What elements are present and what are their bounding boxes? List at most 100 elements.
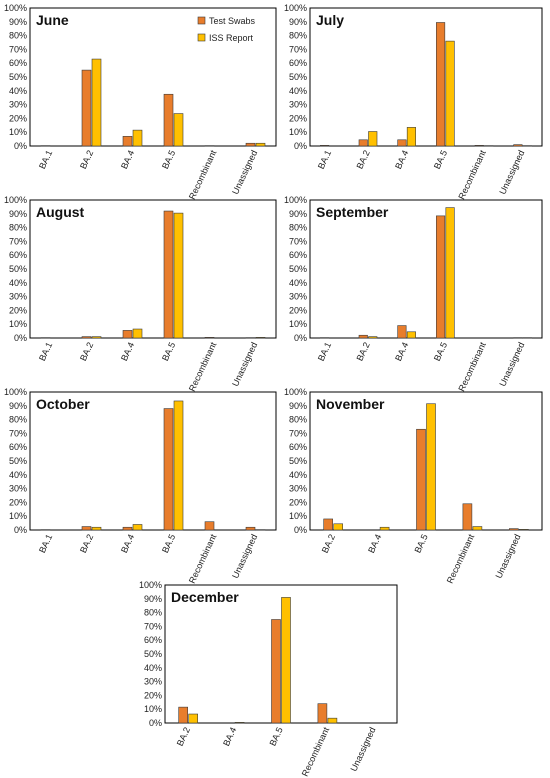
- y-tick-label: 70%: [144, 621, 162, 631]
- x-category-label: Recombinant: [445, 532, 477, 585]
- x-category-label: BA.5: [413, 533, 430, 555]
- x-category-label: Recombinant: [300, 725, 332, 778]
- bar-iss-report-ba4: [132, 129, 143, 147]
- x-category-label: BA.5: [160, 341, 177, 363]
- y-tick-label: 90%: [289, 209, 307, 219]
- y-tick-label: 30%: [144, 677, 162, 687]
- x-category-label: BA.2: [78, 149, 95, 171]
- y-tick-label: 80%: [289, 415, 307, 425]
- y-tick-label: 40%: [9, 470, 27, 480]
- y-tick-label: 90%: [9, 209, 27, 219]
- y-tick-label: 10%: [289, 127, 307, 137]
- bar-test-swabs-recombinant: [317, 703, 328, 724]
- plot-frame: [164, 584, 398, 724]
- x-category-label: Recombinant: [187, 340, 219, 393]
- bar-iss-report-ba5: [445, 207, 455, 339]
- x-category-label: BA.2: [175, 726, 192, 748]
- y-tick-label: 90%: [9, 17, 27, 27]
- bar-test-swabs-ba5: [163, 210, 174, 339]
- y-tick-label: 100%: [139, 580, 162, 590]
- x-category-label: BA.1: [37, 149, 54, 171]
- bar-iss-report-ba2: [91, 526, 102, 531]
- bar-test-swabs-ba2: [323, 518, 334, 531]
- y-tick-label: 80%: [9, 31, 27, 41]
- bar-iss-report-ba5: [173, 212, 184, 339]
- bar-iss-report-recombinant: [472, 526, 483, 531]
- y-tick-label: 100%: [284, 3, 307, 13]
- y-tick-label: 40%: [289, 278, 307, 288]
- y-tick-label: 60%: [289, 58, 307, 68]
- plot-frame: [29, 7, 277, 147]
- bar-iss-report-ba4: [379, 526, 390, 531]
- x-category-label: BA.2: [355, 149, 372, 171]
- y-tick-label: 100%: [4, 195, 27, 205]
- x-category-label: BA.4: [393, 149, 410, 171]
- chart-title: July: [316, 12, 344, 28]
- bar-test-swabs-ba5: [436, 22, 446, 147]
- y-tick-label: 50%: [9, 456, 27, 466]
- y-tick-label: 10%: [289, 511, 307, 521]
- y-tick-label: 40%: [144, 663, 162, 673]
- y-tick-label: 60%: [144, 635, 162, 645]
- x-category-label: Recombinant: [187, 148, 219, 201]
- x-category-label: BA.4: [119, 341, 136, 363]
- y-tick-label: 20%: [9, 113, 27, 123]
- y-tick-label: 70%: [289, 44, 307, 54]
- legend-swatch: [197, 33, 206, 42]
- y-tick-label: 70%: [9, 44, 27, 54]
- bar-iss-report-unassigned: [518, 529, 529, 531]
- chart-panel-december: 0% 10% 20% 30% 40% 50% 60% 70% 80% 90% 100% Decembe…: [139, 580, 398, 778]
- bar-test-swabs-ba2: [358, 334, 368, 339]
- bar-iss-report-ba2: [188, 713, 198, 724]
- y-tick-label: 70%: [9, 428, 27, 438]
- x-category-label: BA.2: [320, 533, 337, 555]
- y-tick-label: 50%: [289, 456, 307, 466]
- chart-title: June: [36, 12, 69, 28]
- bar-test-swabs-ba5: [163, 408, 174, 531]
- y-tick-label: 100%: [284, 387, 307, 397]
- chart-title: August: [36, 204, 85, 220]
- bar-iss-report-ba5: [173, 400, 184, 531]
- y-tick-label: 30%: [9, 484, 27, 494]
- bar-test-swabs-ba1: [320, 145, 330, 147]
- y-tick-label: 90%: [289, 401, 307, 411]
- bar-iss-report-ba2: [91, 336, 102, 339]
- bar-iss-report-ba5: [445, 40, 455, 147]
- y-tick-label: 20%: [144, 690, 162, 700]
- bar-iss-report-ba5: [426, 403, 436, 531]
- x-category-label: BA.2: [78, 533, 95, 555]
- y-tick-label: 80%: [9, 223, 27, 233]
- y-tick-label: 90%: [289, 17, 307, 27]
- bar-test-swabs-ba4: [122, 136, 133, 147]
- y-tick-label: 50%: [289, 72, 307, 82]
- y-tick-label: 50%: [9, 264, 27, 274]
- y-tick-label: 20%: [289, 497, 307, 507]
- y-tick-label: 0%: [149, 718, 162, 728]
- y-tick-label: 90%: [144, 594, 162, 604]
- plot-frame: [309, 7, 543, 147]
- y-tick-label: 90%: [9, 401, 27, 411]
- y-tick-label: 60%: [9, 58, 27, 68]
- bar-iss-report-ba2: [368, 336, 378, 339]
- y-tick-label: 0%: [294, 333, 307, 343]
- bar-test-swabs-recombinant: [474, 145, 484, 147]
- bar-test-swabs-unassigned: [245, 526, 256, 531]
- y-tick-label: 30%: [289, 484, 307, 494]
- bar-test-swabs-ba2: [81, 336, 92, 339]
- x-category-label: Unassigned: [230, 341, 259, 388]
- x-category-label: Unassigned: [497, 149, 526, 196]
- bar-test-swabs-ba4: [122, 330, 133, 339]
- plot-frame: [309, 391, 543, 531]
- x-category-label: Unassigned: [348, 726, 377, 773]
- x-category-label: BA.2: [78, 341, 95, 363]
- bar-test-swabs-unassigned: [508, 528, 519, 531]
- y-tick-label: 0%: [294, 141, 307, 151]
- y-tick-label: 70%: [289, 428, 307, 438]
- y-tick-label: 0%: [14, 525, 27, 535]
- x-category-label: BA.4: [119, 533, 136, 555]
- legend-swatch: [197, 16, 206, 25]
- y-tick-label: 80%: [289, 223, 307, 233]
- y-tick-label: 50%: [144, 649, 162, 659]
- y-tick-label: 50%: [289, 264, 307, 274]
- chart-panel-october: 0% 10% 20% 30% 40% 50% 60% 70% 80% 90% 100% October…: [4, 387, 277, 585]
